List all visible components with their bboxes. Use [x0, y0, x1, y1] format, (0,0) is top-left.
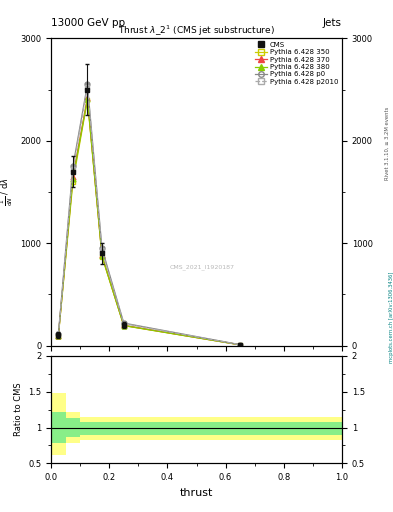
Pythia 6.428 380	[121, 323, 126, 329]
Pythia 6.428 370	[238, 342, 242, 348]
Pythia 6.428 p2010	[85, 83, 90, 90]
Pythia 6.428 370	[56, 332, 61, 338]
Pythia 6.428 380	[100, 253, 105, 259]
X-axis label: thrust: thrust	[180, 487, 213, 498]
Pythia 6.428 370	[121, 322, 126, 328]
Pythia 6.428 p0	[100, 245, 105, 251]
Y-axis label: $\frac{1}{\mathregular{d}N}\ /\ \mathregular{d}\lambda$: $\frac{1}{\mathregular{d}N}\ /\ \mathreg…	[0, 178, 15, 206]
Title: Thrust $\lambda\_2^1$ (CMS jet substructure): Thrust $\lambda\_2^1$ (CMS jet substruct…	[118, 24, 275, 38]
Line: Pythia 6.428 380: Pythia 6.428 380	[56, 96, 242, 347]
Pythia 6.428 380	[238, 342, 242, 348]
Pythia 6.428 370	[100, 252, 105, 259]
Pythia 6.428 p2010	[71, 166, 75, 173]
Pythia 6.428 350	[71, 179, 75, 185]
Text: Jets: Jets	[323, 18, 342, 28]
Pythia 6.428 350	[121, 323, 126, 329]
Pythia 6.428 p0	[71, 163, 75, 169]
Text: mcplots.cern.ch [arXiv:1306.3436]: mcplots.cern.ch [arXiv:1306.3436]	[389, 272, 393, 363]
Pythia 6.428 p2010	[121, 321, 126, 327]
Pythia 6.428 350	[100, 253, 105, 260]
Pythia 6.428 p2010	[56, 332, 61, 338]
Line: Pythia 6.428 p2010: Pythia 6.428 p2010	[56, 84, 242, 347]
Pythia 6.428 p2010	[100, 247, 105, 253]
Y-axis label: Ratio to CMS: Ratio to CMS	[14, 383, 23, 436]
Text: Rivet 3.1.10, ≥ 3.2M events: Rivet 3.1.10, ≥ 3.2M events	[385, 106, 389, 180]
Pythia 6.428 370	[85, 95, 90, 101]
Line: Pythia 6.428 350: Pythia 6.428 350	[56, 97, 242, 347]
Pythia 6.428 p0	[121, 320, 126, 326]
Legend: CMS, Pythia 6.428 350, Pythia 6.428 370, Pythia 6.428 380, Pythia 6.428 p0, Pyth: CMS, Pythia 6.428 350, Pythia 6.428 370,…	[255, 42, 338, 85]
Pythia 6.428 350	[238, 342, 242, 348]
Pythia 6.428 p0	[56, 331, 61, 337]
Pythia 6.428 p0	[85, 81, 90, 88]
Text: 13000 GeV pp: 13000 GeV pp	[51, 18, 125, 28]
Pythia 6.428 p2010	[238, 342, 242, 348]
Pythia 6.428 380	[71, 176, 75, 182]
Text: CMS_2021_I1920187: CMS_2021_I1920187	[170, 265, 235, 270]
Line: Pythia 6.428 p0: Pythia 6.428 p0	[56, 82, 242, 347]
Pythia 6.428 p0	[238, 342, 242, 348]
Pythia 6.428 370	[71, 174, 75, 180]
Pythia 6.428 380	[85, 96, 90, 102]
Pythia 6.428 380	[56, 333, 61, 339]
Line: Pythia 6.428 370: Pythia 6.428 370	[56, 95, 242, 347]
Pythia 6.428 350	[56, 333, 61, 339]
Pythia 6.428 350	[85, 97, 90, 103]
